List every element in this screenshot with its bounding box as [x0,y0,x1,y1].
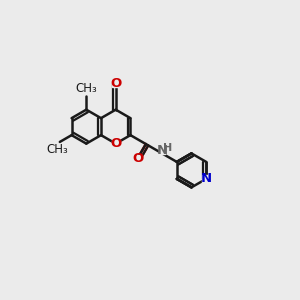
Bar [202,176,210,182]
Bar [112,80,119,87]
Text: CH₃: CH₃ [47,143,69,156]
Bar [159,148,165,154]
Text: O: O [133,152,144,165]
Bar [135,155,142,162]
Bar [112,140,119,147]
Text: N: N [157,144,168,157]
Text: O: O [110,137,122,150]
Text: CH₃: CH₃ [75,82,97,95]
Text: H: H [164,143,173,153]
Text: N: N [201,172,212,185]
Text: O: O [110,77,122,90]
